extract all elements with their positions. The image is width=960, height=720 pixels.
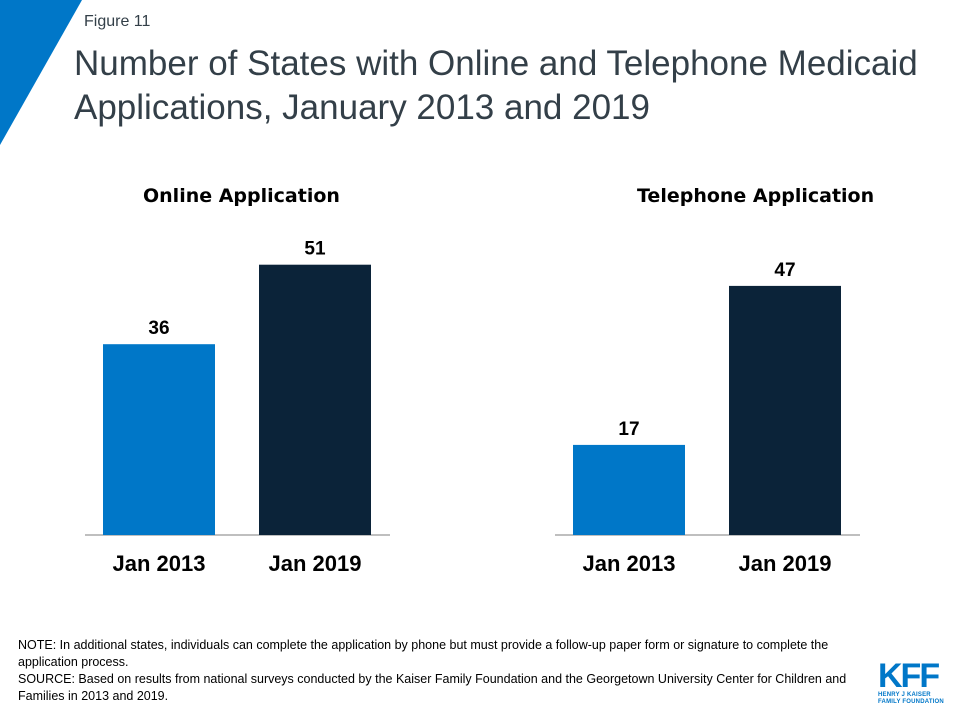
bar-1-0	[573, 444, 685, 535]
corner-accent-shape	[0, 0, 82, 145]
note-text: NOTE: In additional states, individuals …	[18, 638, 829, 669]
kff-logo: KFF HENRY J KAISER FAMILY FOUNDATION	[878, 657, 948, 708]
bar-0-0	[103, 344, 215, 535]
bar-0-1	[259, 264, 371, 535]
notes-block: NOTE: In additional states, individuals …	[18, 637, 848, 705]
bar-chart: 36 Jan 2013 51 Jan 2019 17 Jan 2013 47 Jan 2019	[85, 239, 860, 576]
panel-title-online: Online Application	[143, 185, 340, 207]
page-title: Number of States with Online and Telepho…	[74, 44, 918, 127]
data-label-0-0: 36	[148, 318, 169, 339]
logo-mark: KFF	[878, 657, 940, 695]
data-label-1-1: 47	[774, 260, 795, 281]
category-label-1-0: Jan 2013	[583, 551, 676, 576]
bar-1-1	[729, 285, 841, 535]
logo-line-2: FAMILY FOUNDATION	[878, 699, 944, 705]
logo-line-1: HENRY J KAISER	[878, 692, 931, 698]
data-label-0-1: 51	[304, 239, 326, 260]
source-text: SOURCE: Based on results from national s…	[18, 672, 847, 703]
data-label-1-0: 17	[618, 419, 639, 440]
figure-label: Figure 11	[84, 13, 151, 30]
category-label-1-1: Jan 2019	[739, 551, 832, 576]
panel-title-telephone: Telephone Application	[637, 185, 875, 207]
category-label-0-1: Jan 2019	[269, 551, 362, 576]
category-label-0-0: Jan 2013	[113, 551, 206, 576]
